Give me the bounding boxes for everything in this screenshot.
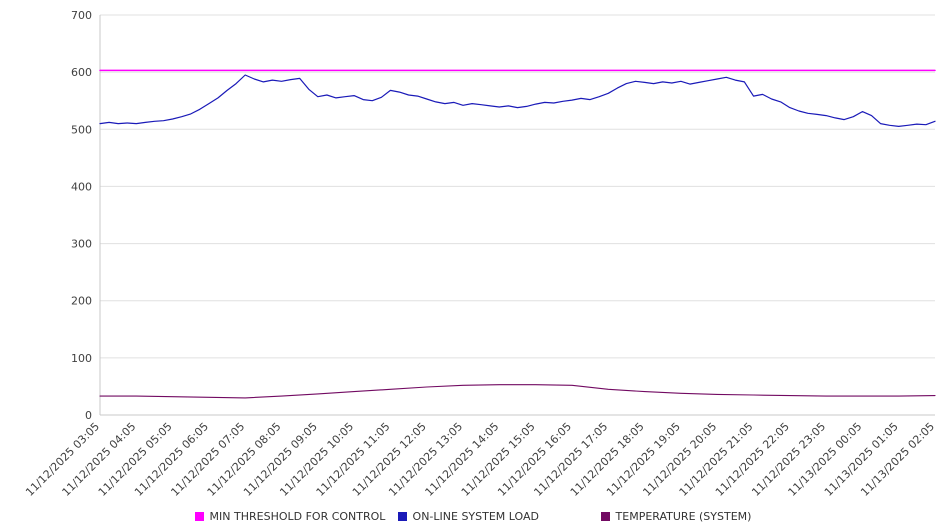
legend-swatch-icon [600,511,610,521]
y-tick-label: 500 [71,123,92,136]
chart-legend: MIN THRESHOLD FOR CONTROL ON-LINE SYSTEM … [0,502,946,526]
legend-label: ON-LINE SYSTEM LOAD [412,509,539,523]
y-tick-label: 300 [71,238,92,251]
legend-swatch-icon [194,511,204,521]
legend-label: MIN THRESHOLD FOR CONTROL [209,509,386,523]
y-tick-label: 100 [71,352,92,365]
series-temperature-system [99,384,936,399]
y-tick-label: 600 [71,66,92,79]
legend-item-on-line-system-load: ON-LINE SYSTEM LOAD [397,509,601,523]
legend-item-temperature-system: TEMPERATURE (SYSTEM) [600,509,752,523]
legend-item-min-threshold-for-control: MIN THRESHOLD FOR CONTROL [194,509,398,523]
y-tick-label: 700 [71,9,92,22]
y-tick-label: 200 [71,295,92,308]
legend-label: TEMPERATURE (SYSTEM) [615,509,752,523]
series-on-line-system-load [99,74,936,128]
y-tick-label: 400 [71,180,92,193]
y-tick-label: 0 [85,409,92,422]
legend-swatch-icon [397,511,407,521]
